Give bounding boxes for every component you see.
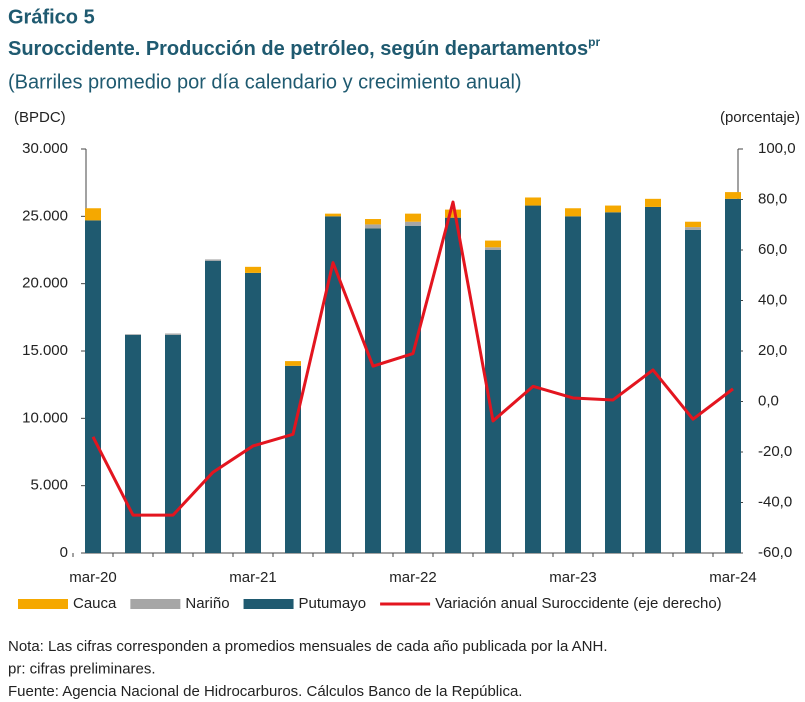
bar-segment bbox=[165, 333, 181, 335]
bar-segment bbox=[245, 272, 261, 553]
x-tick-label: mar-20 bbox=[69, 569, 117, 586]
bar-segment bbox=[365, 219, 381, 225]
bar-segment bbox=[605, 212, 621, 553]
bar-segment bbox=[205, 260, 221, 553]
y-tick-label: 25.000 bbox=[22, 207, 68, 224]
bar-segment bbox=[525, 205, 541, 553]
bar-segment bbox=[365, 228, 381, 553]
y2-tick-label: 100,0 bbox=[758, 140, 796, 157]
y-tick-label: 20.000 bbox=[22, 275, 68, 292]
legend-swatch bbox=[243, 599, 294, 609]
y-tick-label: 15.000 bbox=[22, 342, 68, 359]
x-tick-label: mar-21 bbox=[229, 569, 277, 586]
bar-segment bbox=[685, 229, 701, 554]
bar-segment bbox=[525, 197, 541, 206]
bar-segment bbox=[365, 224, 381, 229]
y2-tick-label: 40,0 bbox=[758, 291, 787, 308]
bar-segment bbox=[645, 206, 661, 553]
bar-segment bbox=[685, 221, 701, 228]
bar-segment bbox=[245, 266, 261, 273]
bar-segment bbox=[445, 209, 461, 218]
bar-segment bbox=[485, 240, 501, 248]
bar-segment bbox=[205, 259, 221, 261]
y-tick-label: 30.000 bbox=[22, 140, 68, 157]
y-tick-label: 10.000 bbox=[22, 409, 68, 426]
legend-swatch bbox=[18, 599, 68, 609]
legend-label: Variación anual Suroccidente (eje derech… bbox=[435, 595, 722, 612]
y2-tick-label: -60,0 bbox=[758, 544, 792, 561]
bar-segment bbox=[405, 225, 421, 553]
y2-tick-label: -40,0 bbox=[758, 493, 792, 510]
y2-tick-label: 20,0 bbox=[758, 342, 787, 359]
bar-segment bbox=[605, 205, 621, 213]
y-axis-label: (BPDC) bbox=[14, 109, 66, 126]
line-series bbox=[91, 200, 734, 517]
bar-segment bbox=[645, 198, 661, 207]
bar-segment bbox=[165, 334, 181, 553]
bar-segment bbox=[125, 334, 141, 335]
note: Nota: Las cifras corresponden a promedio… bbox=[8, 638, 608, 655]
bar-segment bbox=[485, 247, 501, 250]
bar-segment bbox=[405, 221, 421, 226]
chart-subtitle: (Barriles promedio por día calendario y … bbox=[8, 71, 522, 93]
bar-segment bbox=[285, 365, 301, 553]
x-tick-label: mar-22 bbox=[389, 569, 437, 586]
bar-segment bbox=[725, 198, 741, 553]
y2-tick-label: 60,0 bbox=[758, 241, 787, 258]
legend-label: Putumayo bbox=[299, 595, 367, 612]
bar-segment bbox=[85, 208, 101, 221]
chart-heading: Gráfico 5 bbox=[8, 6, 95, 28]
legend-label: Cauca bbox=[73, 595, 117, 612]
y2-tick-label: 0,0 bbox=[758, 392, 779, 409]
bar-segment bbox=[685, 227, 701, 230]
bar-segment bbox=[405, 213, 421, 222]
y-tick-label: 0 bbox=[60, 544, 68, 561]
bar-segment bbox=[85, 220, 101, 553]
legend-label: Nariño bbox=[185, 595, 229, 612]
chart-title: Suroccidente. Producción de petróleo, se… bbox=[8, 35, 600, 60]
note: pr: cifras preliminares. bbox=[8, 660, 156, 677]
bar-segment bbox=[445, 217, 461, 553]
x-tick-label: mar-24 bbox=[709, 569, 757, 586]
y-tick-label: 5.000 bbox=[30, 477, 68, 494]
legend-swatch bbox=[130, 599, 181, 609]
title-text: Suroccidente. Producción de petróleo, se… bbox=[8, 38, 588, 60]
bar-segment bbox=[285, 361, 301, 366]
x-tick-label: mar-23 bbox=[549, 569, 597, 586]
bar-segment bbox=[325, 213, 341, 217]
y2-tick-label: 80,0 bbox=[758, 190, 787, 207]
bar-segment bbox=[725, 192, 741, 199]
title-superscript: pr bbox=[588, 35, 600, 49]
bar-segment bbox=[485, 250, 501, 553]
bar-segment bbox=[325, 216, 341, 554]
note: Fuente: Agencia Nacional de Hidrocarburo… bbox=[8, 683, 522, 700]
bar-segment bbox=[565, 208, 581, 217]
bar-segment bbox=[565, 216, 581, 554]
y2-axis-label: (porcentaje) bbox=[720, 109, 800, 126]
y2-tick-label: -20,0 bbox=[758, 443, 792, 460]
bar-segment bbox=[125, 334, 141, 553]
